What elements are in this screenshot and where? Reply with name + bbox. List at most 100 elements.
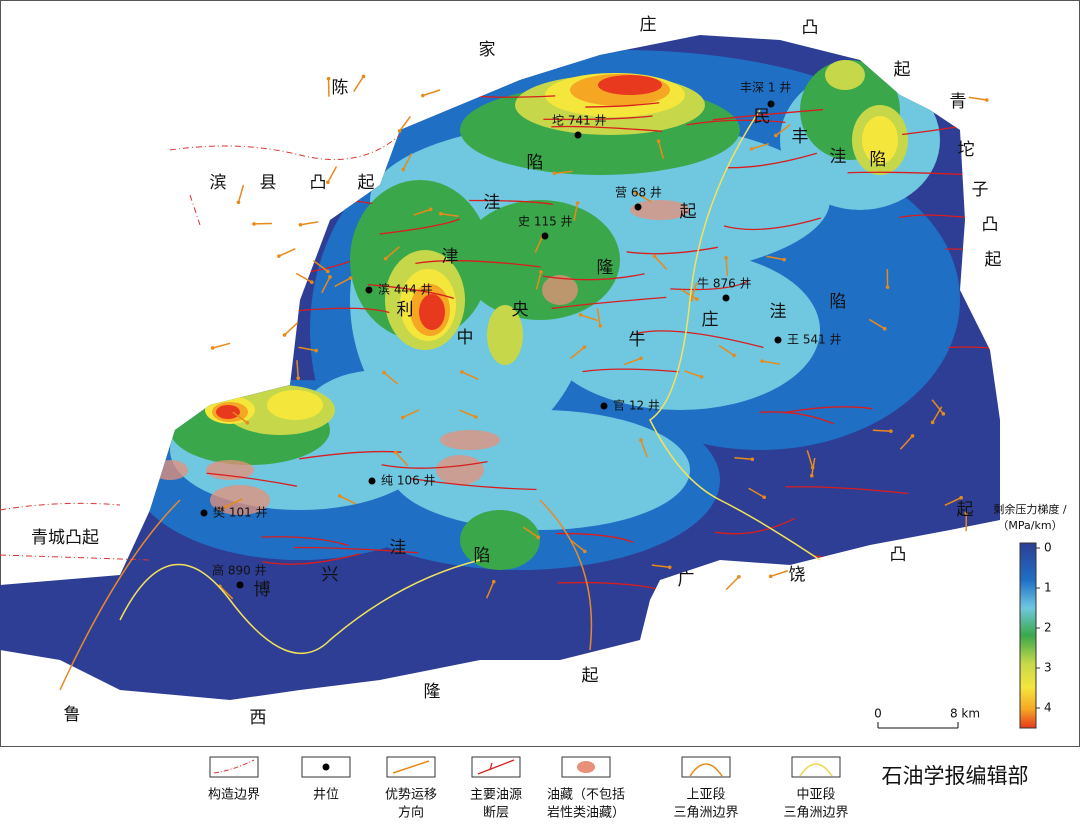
- arrow-head: [299, 223, 303, 227]
- structure-label: 博: [254, 580, 271, 600]
- arrow-head: [382, 371, 386, 375]
- arrow-head: [460, 370, 464, 374]
- arrow-head: [942, 412, 946, 416]
- arrow-head: [883, 327, 887, 331]
- well-dot: [601, 403, 608, 410]
- pressure-zone: [419, 294, 445, 330]
- structure-label: 起: [985, 250, 1002, 270]
- structure-label: 起: [582, 666, 599, 686]
- well-dot: [635, 204, 642, 211]
- arrow-head: [911, 434, 915, 438]
- well-dot: [542, 233, 549, 240]
- structure-label: 陷: [527, 153, 544, 173]
- legend-box: [682, 757, 730, 777]
- well-dot: [237, 582, 244, 589]
- structure-label: 陷: [870, 150, 887, 170]
- arrow-head: [338, 494, 342, 498]
- structure-label: 隆: [597, 258, 614, 278]
- legend-label: 断层: [483, 806, 509, 821]
- oil-pool: [152, 460, 188, 480]
- well-dot: [768, 101, 775, 108]
- arrow-head: [750, 147, 754, 151]
- arrow-head: [252, 222, 256, 226]
- arrow-head: [668, 565, 672, 569]
- arrow-head: [769, 575, 773, 579]
- pressure-zone: [825, 60, 865, 90]
- structure-label: 青: [950, 92, 967, 112]
- well-dot: [366, 287, 373, 294]
- arrow-head: [931, 421, 935, 425]
- arrow-head: [811, 466, 815, 470]
- structure-label: 滨: [210, 173, 227, 193]
- structure-label: 凸: [982, 215, 999, 235]
- legend-label: 井位: [313, 788, 339, 803]
- arrow-head: [429, 208, 433, 212]
- arrow-head: [782, 258, 786, 262]
- well-label: 王 541 井: [787, 333, 842, 347]
- migration-arrow: [279, 249, 295, 256]
- fault: [205, 267, 280, 282]
- structure-label: 利: [397, 300, 414, 320]
- migration-arrow: [238, 185, 243, 202]
- legend-label: 主要油源: [470, 788, 522, 803]
- colorbar-scale: [1020, 543, 1036, 728]
- structure-label: 西: [250, 708, 267, 728]
- oil-pool: [436, 455, 484, 485]
- well-dot: [775, 337, 782, 344]
- structure-label: 鲁: [64, 705, 81, 725]
- legend-label: 上亚段: [686, 788, 725, 803]
- legend-box: [792, 757, 840, 777]
- fault: [266, 162, 360, 165]
- migration-arrow: [213, 343, 230, 348]
- oil-pool: [491, 45, 539, 75]
- structure-label: 丰: [792, 127, 809, 147]
- structure-label: 广: [678, 570, 695, 590]
- oil-pool: [452, 60, 488, 80]
- arrow-head: [639, 438, 643, 442]
- structure-label: 起: [957, 500, 974, 520]
- arrow-head: [553, 172, 557, 176]
- arrow-head: [401, 416, 405, 420]
- well-label: 滨 444 井: [378, 282, 433, 297]
- scale-label: 8 km: [950, 707, 980, 721]
- arrow-head: [732, 354, 736, 358]
- arrow-head: [889, 429, 893, 433]
- structure-label: 凸: [890, 545, 907, 565]
- structure-label: 陷: [474, 546, 491, 566]
- fault: [892, 570, 1010, 577]
- pressure-zone: [460, 510, 540, 570]
- arrow-head: [349, 276, 353, 280]
- legend-label: 优势运移: [385, 787, 437, 803]
- arrow-head: [384, 257, 388, 261]
- well-label: 牛 876 井: [697, 276, 752, 291]
- structure-label: 中: [457, 328, 474, 348]
- arrow-head: [314, 349, 318, 353]
- structure-label: 青城凸起: [31, 528, 99, 548]
- arrow-head: [751, 457, 755, 461]
- structure-label: 家: [479, 40, 496, 60]
- structure-label: 洼: [830, 147, 847, 167]
- arrow-head: [762, 495, 766, 499]
- well-label: 史 115 井: [518, 215, 573, 229]
- arrow-head: [237, 200, 241, 204]
- arrow-head: [474, 415, 478, 419]
- colorbar-tick-label: 3: [1044, 661, 1052, 675]
- structure-label: 坨: [958, 140, 975, 160]
- migration-arrow: [423, 90, 440, 96]
- colorbar-tick-label: 2: [1044, 621, 1052, 635]
- arrow-head: [760, 359, 764, 363]
- pressure-zone: [598, 75, 662, 95]
- structure-label: 洼: [390, 538, 407, 558]
- fault: [264, 80, 385, 92]
- well-dot: [369, 478, 376, 485]
- arrow-head: [700, 375, 704, 379]
- arrow-head: [695, 297, 699, 301]
- arrow-head: [598, 324, 602, 328]
- structure-label: 津: [442, 247, 459, 267]
- oil-pool: [206, 460, 254, 480]
- colorbar-title: （MPa/km）: [997, 519, 1062, 532]
- well-label: 高 890 井: [212, 563, 267, 578]
- structure-label: 起: [894, 60, 911, 80]
- structure-label: 兴: [322, 565, 339, 585]
- migration-arrow: [969, 97, 987, 100]
